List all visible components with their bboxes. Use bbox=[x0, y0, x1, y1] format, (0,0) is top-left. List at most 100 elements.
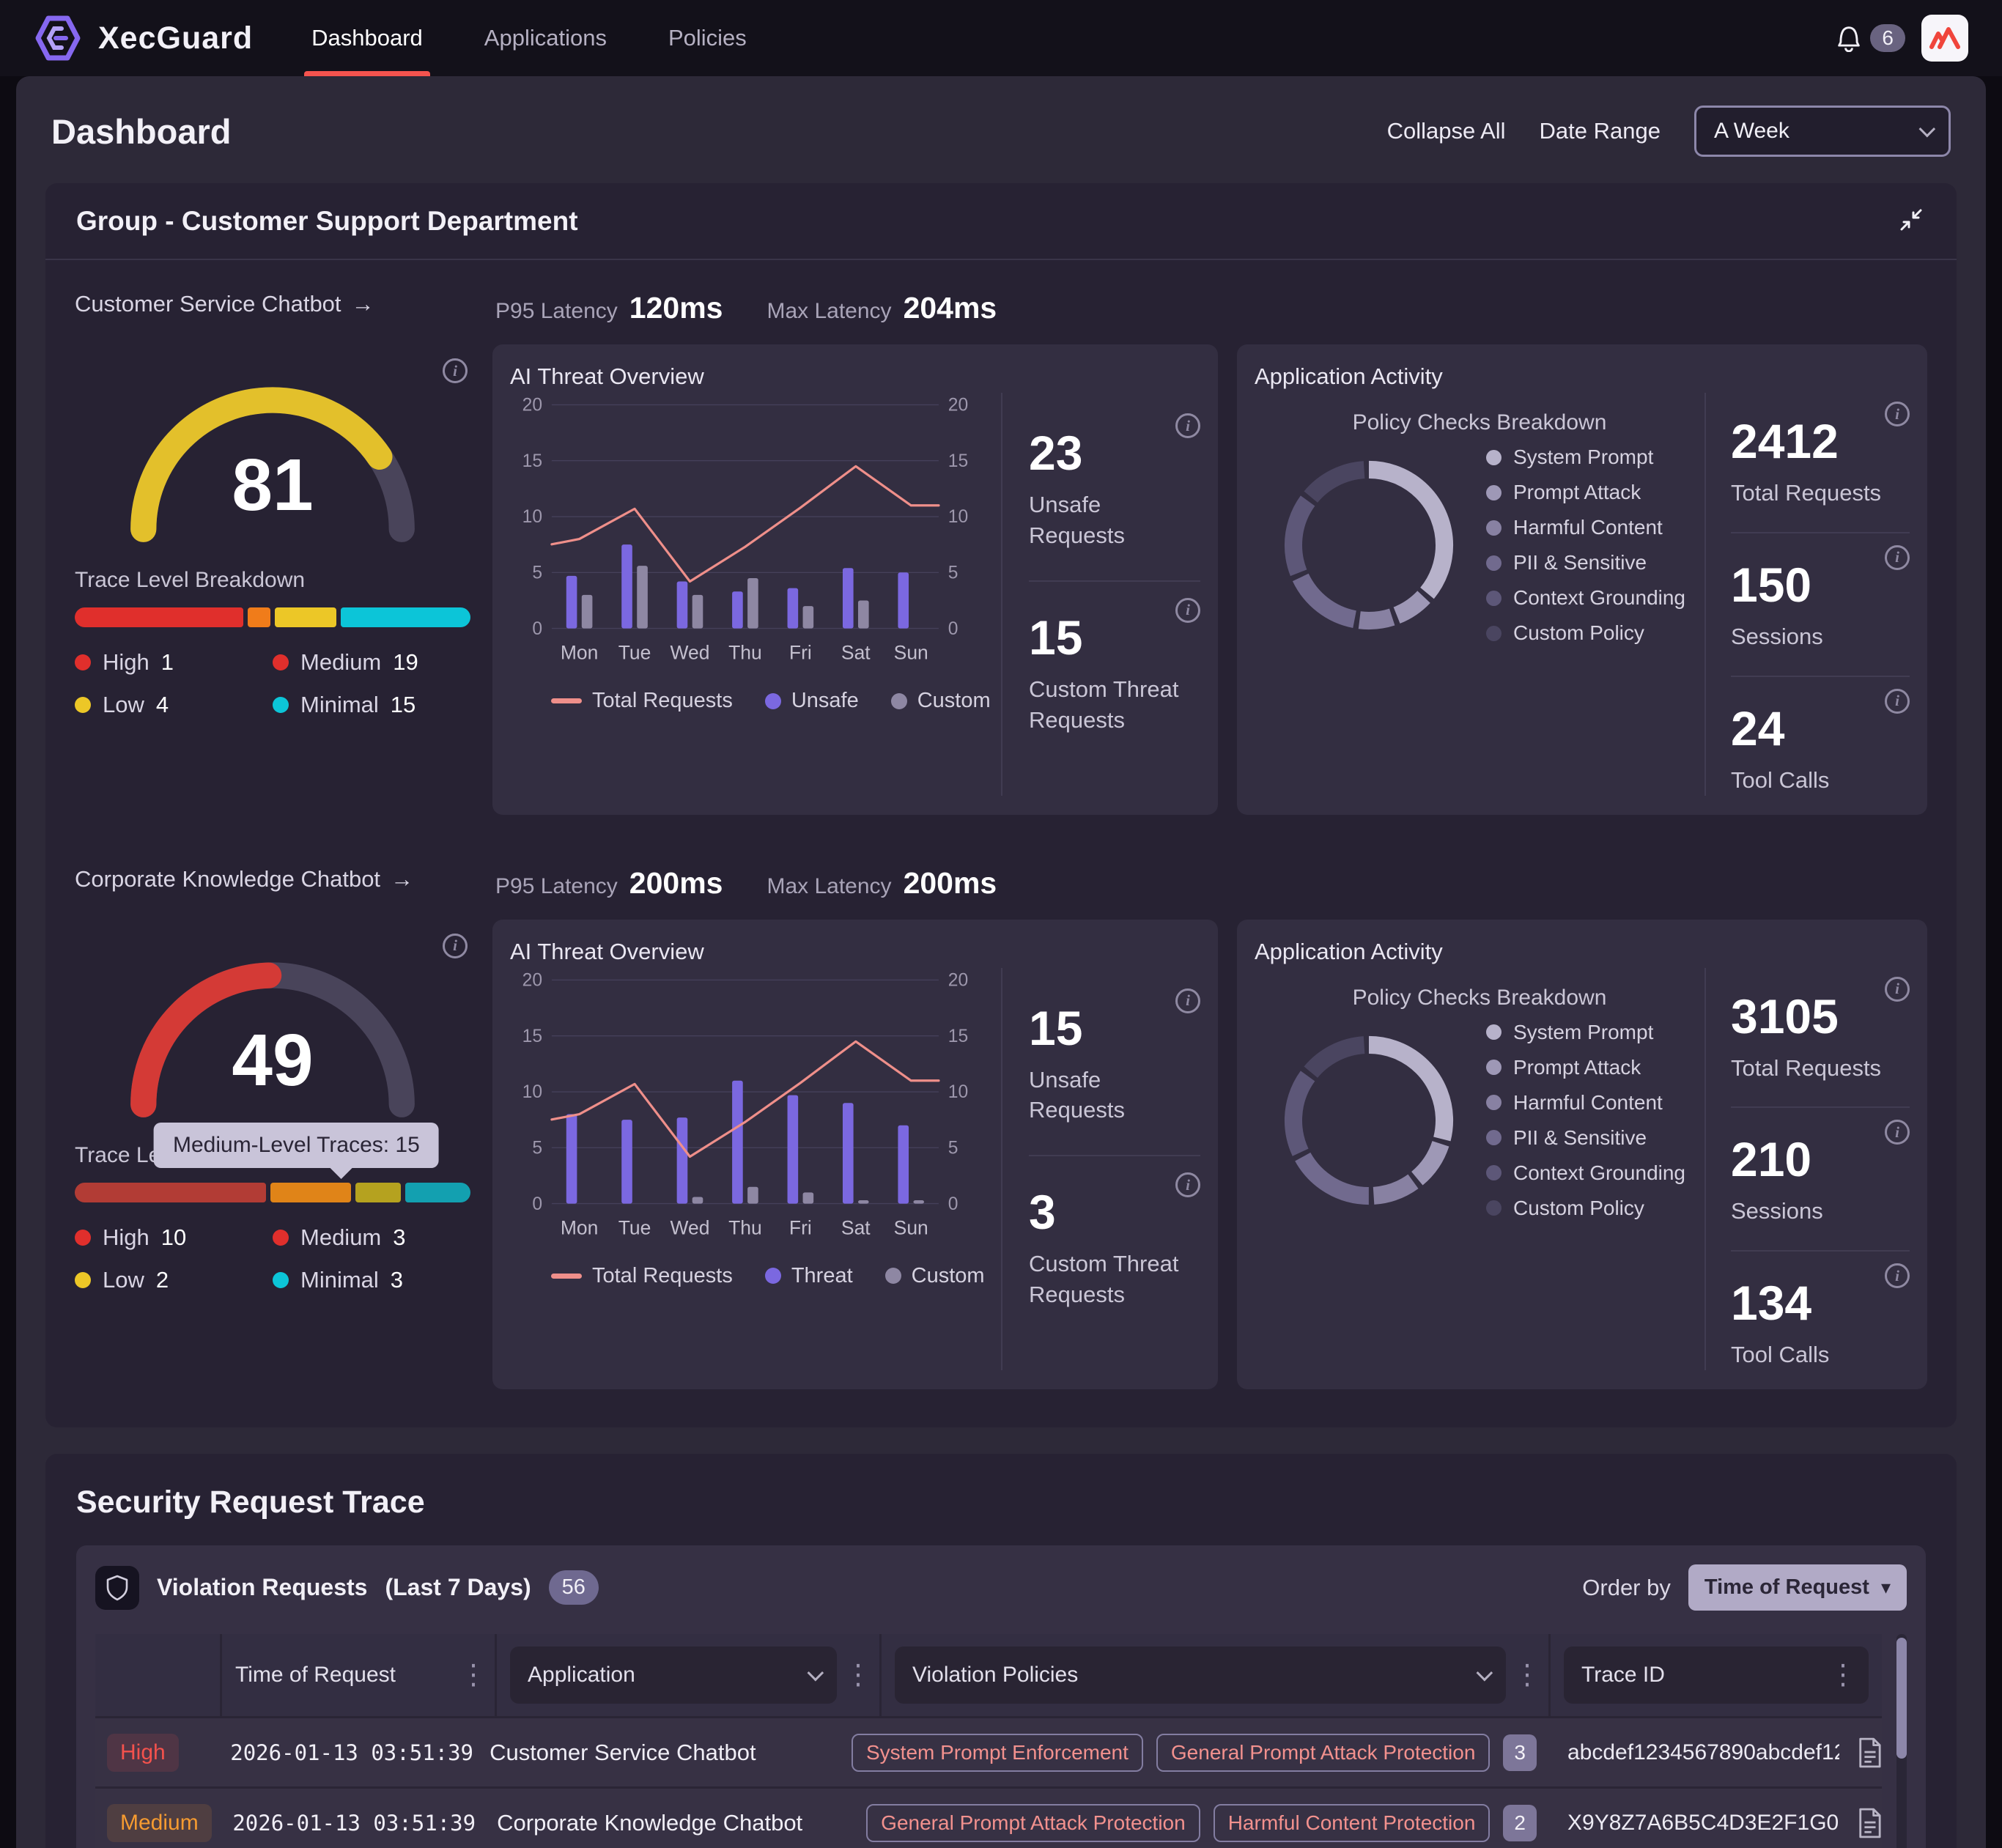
info-icon[interactable] bbox=[1885, 976, 1910, 1002]
trace-bar-segment-high[interactable] bbox=[75, 607, 243, 627]
sessions-stat: 150 Sessions bbox=[1731, 544, 1910, 652]
severity-badge: High bbox=[107, 1733, 179, 1772]
info-icon[interactable] bbox=[1175, 1172, 1200, 1198]
trace-legend-item: Medium 3 bbox=[273, 1224, 470, 1251]
legend-item: Threat bbox=[764, 1264, 853, 1288]
policy-legend-item: System Prompt bbox=[1485, 446, 1685, 469]
svg-text:Wed: Wed bbox=[670, 642, 709, 664]
trace-breakdown-label: Trace Level Breakdown bbox=[75, 568, 306, 592]
svg-text:Fri: Fri bbox=[789, 1216, 812, 1238]
trace-legend-item: High 1 bbox=[75, 649, 273, 676]
ai-threat-overview-card: AI Threat Overview 0 0 5 5 10 10 15 15 20 20 Mon Tu… bbox=[492, 919, 1218, 1390]
tab-dashboard[interactable]: Dashboard bbox=[304, 0, 430, 76]
legend-dot-icon bbox=[1485, 555, 1502, 571]
violation-table: Time of Request Application Violation Po… bbox=[95, 1634, 1907, 1848]
column-menu-icon[interactable] bbox=[459, 1661, 481, 1689]
trace-bar-segment-low[interactable] bbox=[275, 607, 336, 627]
info-icon[interactable] bbox=[443, 358, 468, 383]
policy-pill: Harmful Content Protection bbox=[1213, 1803, 1491, 1842]
unsafe-requests-stat: 15 Unsafe Requests bbox=[1029, 988, 1200, 1126]
policies-filter-select[interactable]: Violation Policies bbox=[895, 1646, 1506, 1704]
application-filter-select[interactable]: Application bbox=[510, 1646, 837, 1704]
latency-summary: P95 Latency 200ms Max Latency 200ms bbox=[495, 865, 997, 900]
trace-bar-segment-minimal[interactable] bbox=[405, 1182, 470, 1202]
info-icon[interactable] bbox=[1175, 597, 1200, 623]
card-title: AI Threat Overview bbox=[510, 363, 704, 389]
table-row[interactable]: High 2026-01-13 03:51:39 Customer Service … bbox=[95, 1716, 1882, 1787]
info-icon[interactable] bbox=[1885, 1263, 1910, 1289]
legend-item: Custom bbox=[890, 689, 991, 713]
collapse-all-button[interactable]: Collapse All bbox=[1386, 118, 1506, 144]
svg-text:10: 10 bbox=[948, 507, 968, 527]
policy-legend-item: Prompt Attack bbox=[1485, 1056, 1685, 1079]
trace-bar-segment-medium[interactable] bbox=[247, 607, 270, 627]
trace-level-legend: High 1 Medium 19 Low 4 Minimal 15 bbox=[75, 649, 470, 718]
info-icon[interactable] bbox=[443, 933, 468, 958]
info-icon[interactable] bbox=[1175, 988, 1200, 1013]
legend-swatch bbox=[764, 692, 781, 709]
column-menu-icon[interactable] bbox=[1829, 1661, 1851, 1689]
custom-threat-requests-stat: 15 Custom Threat Requests bbox=[1029, 597, 1200, 736]
group-title: Group - Customer Support Department bbox=[76, 205, 578, 236]
info-icon[interactable] bbox=[1175, 413, 1200, 438]
policy-pill: General Prompt Attack Protection bbox=[866, 1803, 1200, 1842]
risk-gauge: 49 bbox=[100, 934, 445, 1124]
legend-dot-icon bbox=[1485, 1024, 1502, 1041]
legend-item: Total Requests bbox=[551, 689, 733, 713]
legend-dot-icon bbox=[273, 697, 289, 713]
view-trace-document-button[interactable] bbox=[1857, 1807, 1882, 1839]
tab-applications[interactable]: Applications bbox=[484, 25, 607, 51]
gauge-arc bbox=[130, 962, 415, 1117]
group-card: Group - Customer Support Department Cust… bbox=[45, 183, 1957, 1428]
table-row[interactable]: Medium 2026-01-13 03:51:39 Corporate Knowl… bbox=[95, 1786, 1882, 1848]
scrollbar-thumb[interactable] bbox=[1896, 1638, 1907, 1759]
severity-badge: Medium bbox=[107, 1803, 212, 1842]
trace-bar-segment-high[interactable] bbox=[75, 1182, 266, 1202]
legend-dot-icon bbox=[1485, 520, 1502, 536]
xecguard-logo-icon bbox=[35, 15, 81, 61]
info-icon[interactable] bbox=[1885, 402, 1910, 426]
legend-item: Custom bbox=[884, 1264, 985, 1288]
trace-id: X9Y8Z7A6B5C4D3E2F1G0H... bbox=[1567, 1810, 1839, 1835]
donut-title: Policy Checks Breakdown bbox=[1352, 410, 1607, 435]
card-title: AI Threat Overview bbox=[510, 938, 704, 964]
svg-text:0: 0 bbox=[532, 619, 542, 639]
column-menu-icon[interactable] bbox=[1513, 1661, 1535, 1689]
document-icon bbox=[1859, 1808, 1881, 1838]
trace-id-column-header: Trace ID bbox=[1548, 1634, 1882, 1717]
date-range-select[interactable]: A Week bbox=[1694, 106, 1951, 157]
order-by-select[interactable]: Time of Request bbox=[1688, 1564, 1907, 1611]
info-icon[interactable] bbox=[1885, 544, 1910, 570]
brand-name: XecGuard bbox=[98, 20, 254, 56]
info-icon[interactable] bbox=[1885, 688, 1910, 714]
legend-swatch bbox=[890, 692, 907, 709]
trace-bar-segment-minimal[interactable] bbox=[340, 607, 470, 627]
notifications-button[interactable] bbox=[1835, 23, 1863, 54]
collapse-group-button[interactable] bbox=[1896, 205, 1926, 237]
svg-text:5: 5 bbox=[532, 563, 542, 583]
trace-bar-segment-low[interactable] bbox=[355, 1182, 402, 1202]
arrow-right-icon bbox=[352, 291, 374, 317]
app-link-corporate-knowledge-chatbot[interactable]: Corporate Knowledge Chatbot bbox=[75, 866, 470, 892]
trace-id-filter-select[interactable]: Trace ID bbox=[1564, 1646, 1869, 1704]
latency-summary: P95 Latency 120ms Max Latency 204ms bbox=[495, 291, 997, 325]
policy-checks-donut bbox=[1284, 1035, 1454, 1205]
violation-count-badge: 56 bbox=[548, 1570, 599, 1605]
policy-count-badge: 3 bbox=[1503, 1734, 1537, 1771]
donut-title: Policy Checks Breakdown bbox=[1352, 985, 1607, 1010]
main-panel: Dashboard Collapse All Date Range A Week… bbox=[16, 76, 1986, 1848]
view-trace-document-button[interactable] bbox=[1857, 1737, 1882, 1769]
legend-dot-icon bbox=[1485, 1060, 1502, 1076]
policy-checks-legend: System Prompt Prompt Attack Harmful Conten… bbox=[1485, 446, 1685, 645]
column-menu-icon[interactable] bbox=[844, 1661, 866, 1689]
tab-policies[interactable]: Policies bbox=[668, 25, 747, 51]
trace-legend-item: Medium 19 bbox=[273, 649, 470, 676]
workspace-app-button[interactable] bbox=[1921, 15, 1968, 62]
svg-text:10: 10 bbox=[522, 507, 542, 527]
chevron-down-icon bbox=[1476, 1664, 1493, 1682]
svg-text:Mon: Mon bbox=[561, 1216, 599, 1238]
svg-text:20: 20 bbox=[522, 970, 542, 990]
trace-bar-segment-medium[interactable] bbox=[270, 1182, 351, 1202]
info-icon[interactable] bbox=[1885, 1120, 1910, 1145]
app-link-customer-service-chatbot[interactable]: Customer Service Chatbot bbox=[75, 291, 470, 317]
